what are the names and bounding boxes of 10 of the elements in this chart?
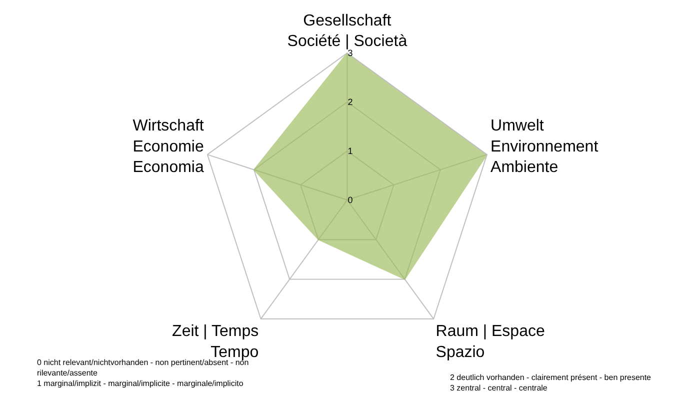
spoke-label: Umwelt Environnement Ambiente <box>490 118 599 176</box>
text: 2 deutlich vorhanden - clairement présent - ben presente 3 zentral - central - centrale <box>450 373 652 392</box>
y-tick-label: 2 <box>348 96 353 107</box>
spoke-label: Raum | Espace Spazio <box>436 323 545 361</box>
spoke-label: Wirtschaft Economie Economia <box>132 118 204 176</box>
text: 0 nicht relevant/nichtvorhanden - non pertinent/absent - non rilevante/assente 1 marginal/implizit - marginal/implicite - marginale/implicito <box>37 358 249 388</box>
y-tick-label: 0 <box>348 194 353 205</box>
spoke-label: Gesellschaft Société | Società <box>287 12 408 50</box>
y-tick-label: 1 <box>348 146 353 156</box>
y-tick-label: 3 <box>348 48 353 58</box>
